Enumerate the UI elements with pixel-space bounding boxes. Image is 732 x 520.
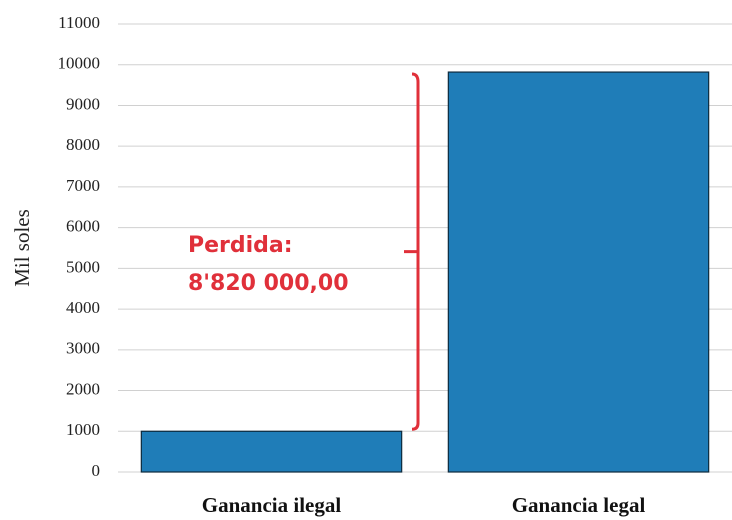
bar xyxy=(140,430,403,473)
y-axis-label: Mil soles xyxy=(10,209,34,287)
y-tick-label: 11000 xyxy=(58,13,100,32)
annotation: 8'820 000,00 xyxy=(188,271,349,296)
y-tick-label: 2000 xyxy=(66,379,100,398)
y-tick-label: 7000 xyxy=(66,176,100,195)
y-tick-label: 5000 xyxy=(66,257,100,276)
y-tick-label: 3000 xyxy=(66,339,100,358)
y-tick-label: 9000 xyxy=(66,94,100,113)
difference-bracket xyxy=(404,72,420,431)
y-tick-label: 1000 xyxy=(66,420,100,439)
x-tick-label: Ganancia legal xyxy=(512,493,646,517)
x-tick-label: Ganancia ilegal xyxy=(202,493,342,517)
y-tick-label: 10000 xyxy=(58,54,101,73)
bar xyxy=(447,71,710,473)
annotation: Perdida: xyxy=(188,233,293,258)
y-tick-label: 6000 xyxy=(66,217,100,236)
y-tick-label: 8000 xyxy=(66,135,100,154)
y-tick-label: 0 xyxy=(92,461,101,480)
y-tick-label: 4000 xyxy=(66,298,100,317)
